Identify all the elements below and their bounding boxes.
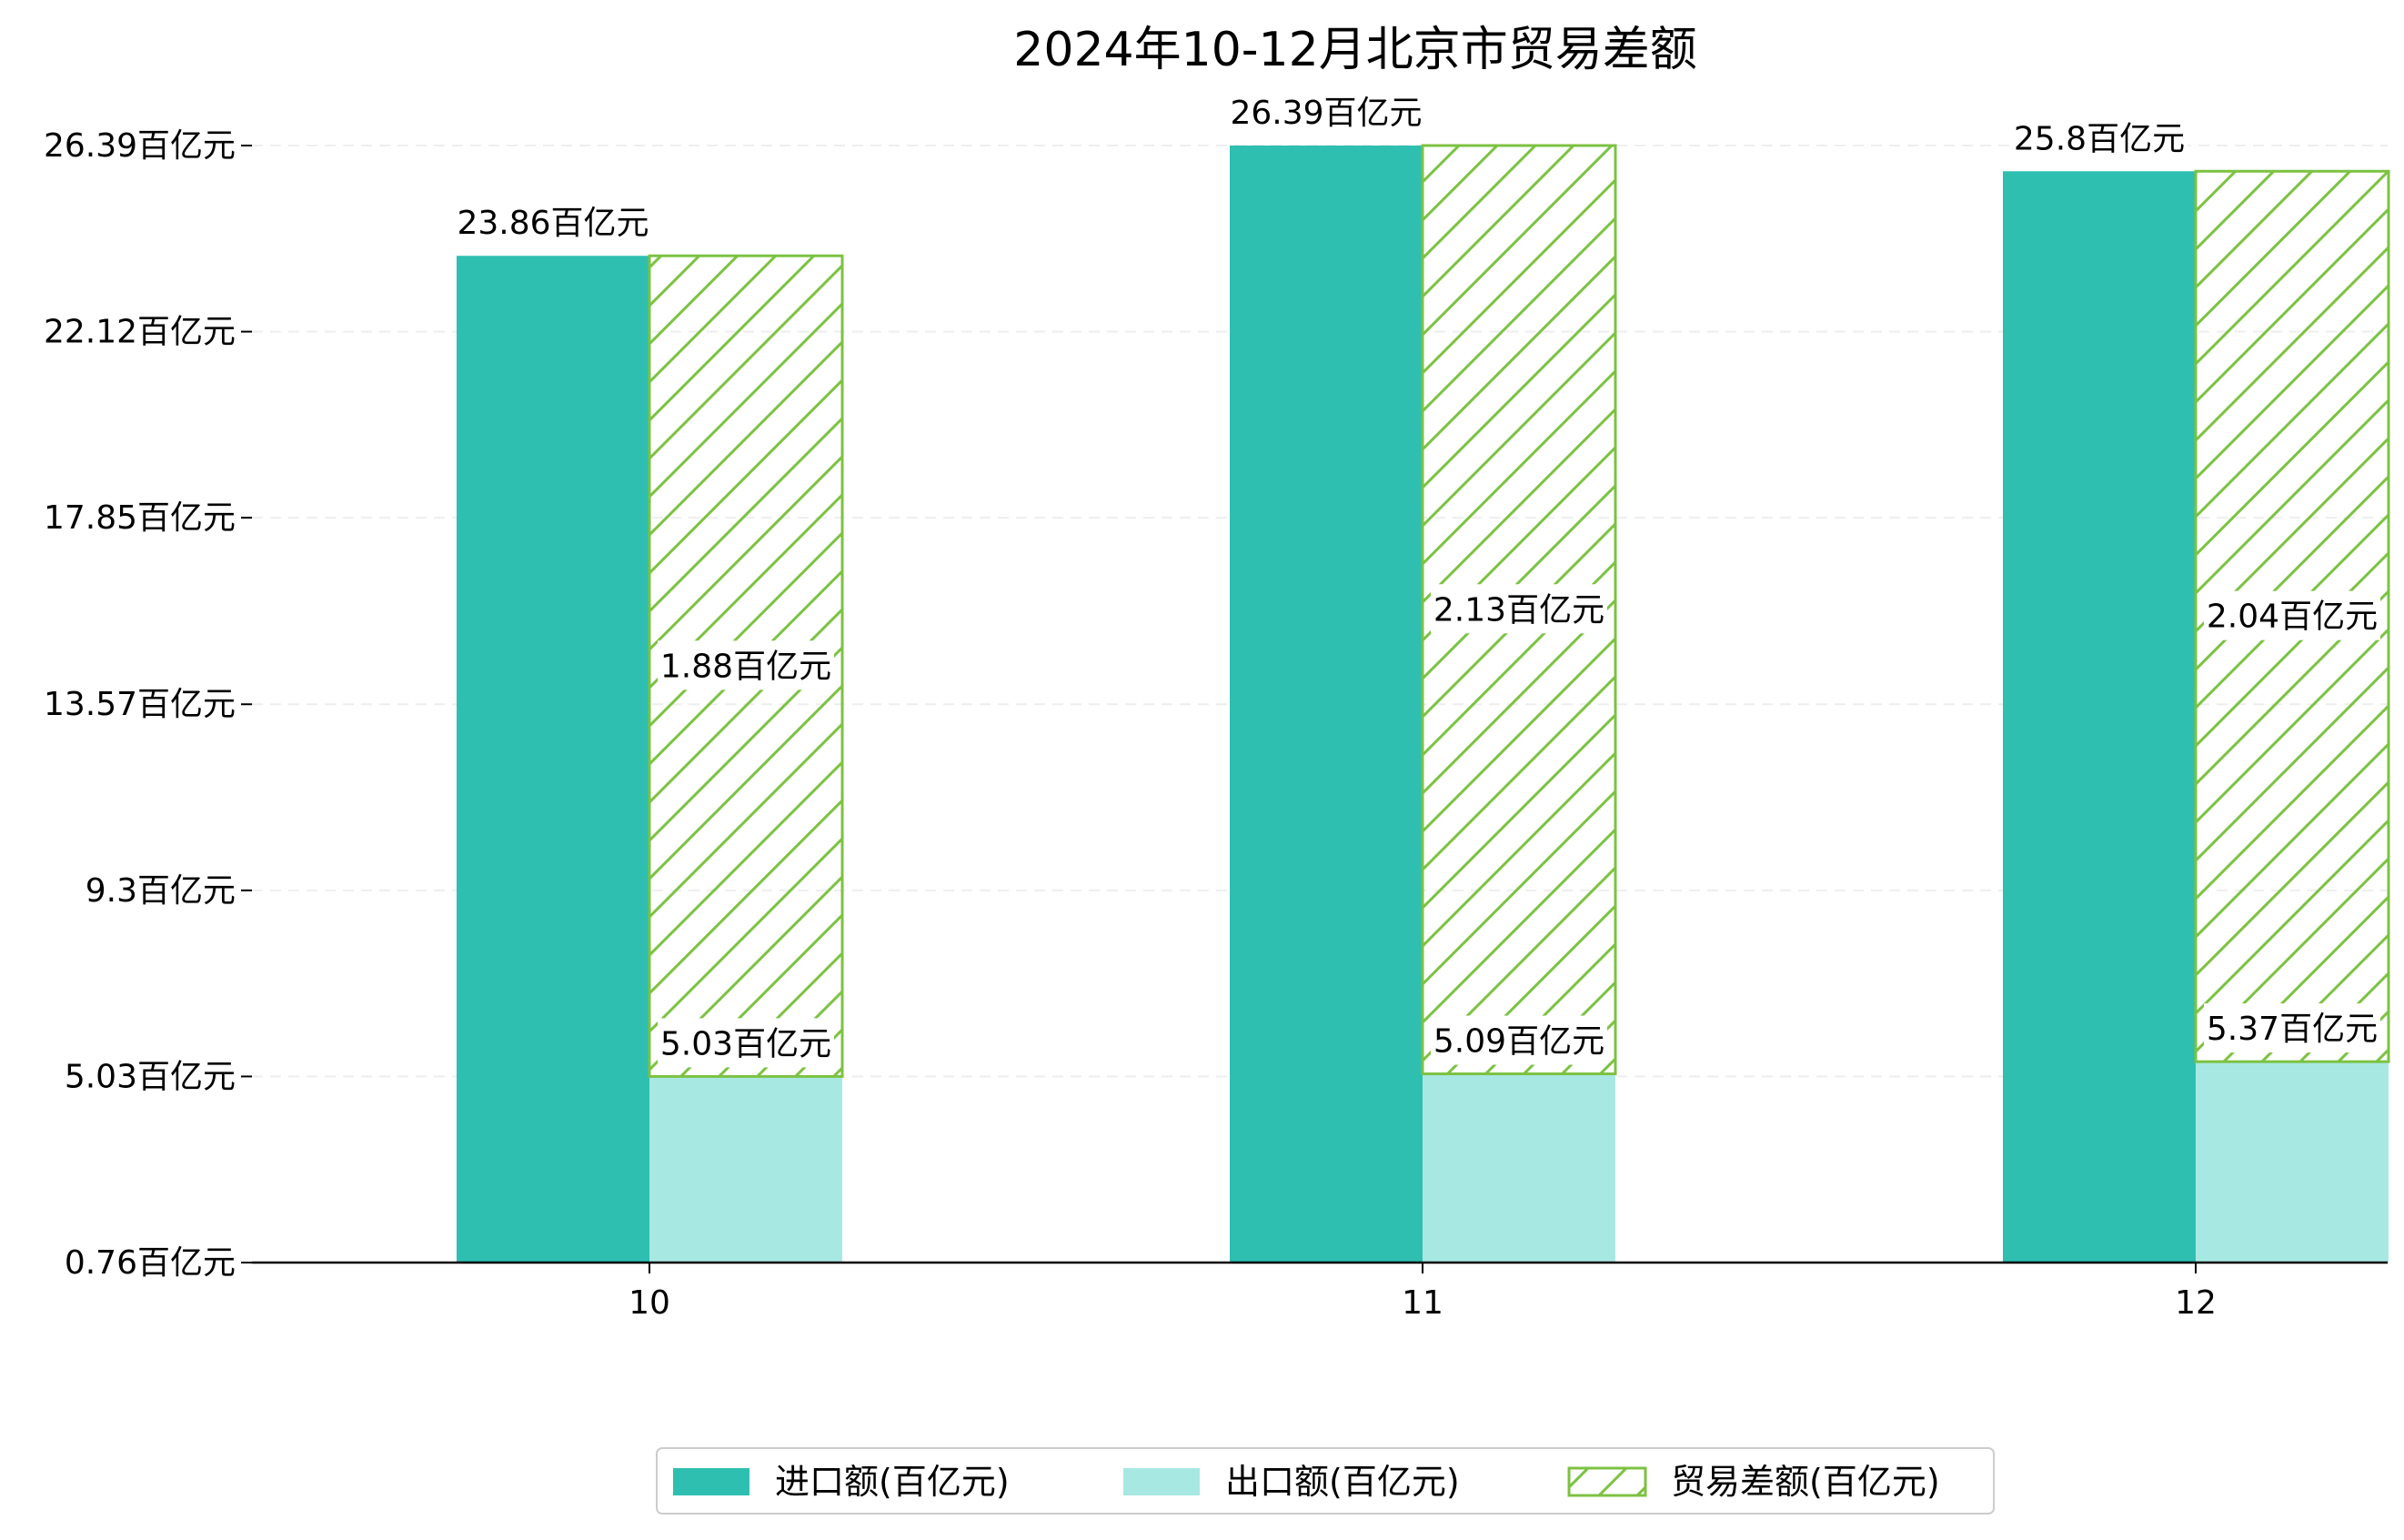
- bar-export-11: [1423, 1073, 1615, 1263]
- data-label-export-bg: [2204, 1003, 2380, 1053]
- y-tick-label: 0.76百亿元: [65, 1244, 236, 1282]
- legend-label: 进口额(百亿元): [775, 1462, 1010, 1502]
- data-label-balance-bg: [2204, 590, 2380, 640]
- axes: 0.76百亿元 5.03百亿元 9.3百亿元 13.57百亿元 17.85百亿元 22.1…: [44, 127, 2388, 1322]
- data-label-export: 5.03百亿元: [660, 1025, 831, 1062]
- bar-export-10: [649, 1076, 842, 1263]
- bars: [457, 144, 2390, 1263]
- legend-swatch: [1567, 1466, 1647, 1497]
- data-label-import-bg: [2011, 113, 2188, 163]
- data-label-export: 5.37百亿元: [2207, 1011, 2378, 1048]
- data-label-export: 5.09百亿元: [1433, 1023, 1604, 1061]
- legend-label: 贸易差额(百亿元): [1671, 1462, 1940, 1502]
- data-label-balance: 2.04百亿元: [2207, 599, 2378, 636]
- data-label-export-bg: [1431, 1015, 1607, 1065]
- x-tick-label: 11: [1402, 1284, 1443, 1322]
- y-tick-label: 26.39百亿元: [44, 127, 236, 165]
- data-label-balance-bg: [658, 640, 834, 690]
- y-tick-label: 22.12百亿元: [44, 314, 236, 351]
- legend-swatch: [1123, 1468, 1200, 1495]
- data-label-import: 25.8百亿元: [2014, 120, 2185, 157]
- y-tick-label: 13.57百亿元: [44, 686, 236, 723]
- data-label-import: 26.39百亿元: [1230, 95, 1422, 132]
- legend-swatch: [673, 1468, 749, 1495]
- data-label-import: 23.86百亿元: [457, 205, 649, 242]
- bar-import-12: [2003, 171, 2196, 1263]
- data-label-balance: 1.88百亿元: [660, 648, 831, 685]
- chart-title: 2024年10-12月北京市贸易差额: [1013, 23, 1696, 77]
- bar-import-10: [457, 256, 649, 1263]
- bar-export-12: [2196, 1062, 2389, 1263]
- data-label-import-bg: [1228, 87, 1424, 136]
- y-tick-label: 17.85百亿元: [44, 499, 236, 537]
- y-tick-label: 9.3百亿元: [85, 872, 236, 910]
- data-label-export-bg: [658, 1018, 834, 1068]
- y-tick-label: 5.03百亿元: [65, 1058, 236, 1095]
- legend: 进口额(百亿元) 出口额(百亿元) 贸易差额(百亿元): [656, 1447, 1995, 1515]
- bar-import-11: [1230, 146, 1423, 1263]
- data-label-balance-bg: [1431, 584, 1607, 634]
- legend-box: [656, 1447, 1995, 1515]
- legend-label: 出口额(百亿元): [1225, 1462, 1460, 1502]
- data-label-import-bg: [455, 197, 651, 247]
- x-tick-label: 12: [2175, 1284, 2217, 1322]
- bar-labels: 23.86百亿元 5.03百亿元 1.88百亿元 26.39百亿元 5.09百亿元 2.1…: [455, 87, 2380, 1068]
- data-label-balance: 2.13百亿元: [1433, 591, 1604, 629]
- x-tick-label: 10: [629, 1284, 670, 1322]
